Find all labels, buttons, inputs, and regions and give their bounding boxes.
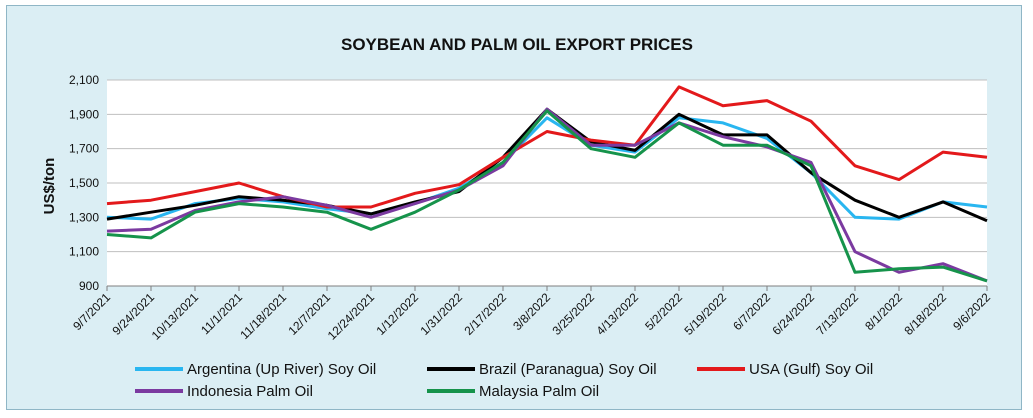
y-tick-label: 1,300 — [69, 210, 99, 224]
legend-label-usa-gulf-soy-oil: USA (Gulf) Soy Oil — [749, 361, 873, 378]
x-tick-label: 3/8/2022 — [510, 290, 553, 333]
y-tick-label: 2,100 — [69, 73, 99, 87]
legend-label-brazil-paranagua-soy-oil: Brazil (Paranagua) Soy Oil — [479, 361, 657, 378]
series-line-malaysia-palm-oil — [106, 109, 988, 283]
series-line-indonesia-palm-oil — [106, 107, 988, 283]
legend-label-indonesia-palm-oil: Indonesia Palm Oil — [187, 383, 313, 400]
series-lines — [106, 85, 988, 283]
gridlines — [106, 79, 988, 291]
x-tick-label: 2/17/2022 — [461, 290, 509, 338]
x-tick-label: 10/13/2021 — [149, 290, 202, 343]
x-tick-label: 1/12/2022 — [373, 290, 421, 338]
y-tick-label: 1,500 — [69, 176, 99, 190]
y-tick-label: 900 — [79, 279, 99, 293]
x-tick-label: 12/24/2021 — [325, 290, 378, 343]
series-line-usa-gulf-soy-oil — [106, 85, 988, 209]
x-tick-label: 11/18/2021 — [237, 290, 289, 342]
y-tick-label: 1,100 — [69, 245, 99, 259]
x-tick-label: 4/13/2022 — [593, 290, 641, 338]
x-tick-label: 8/18/2022 — [901, 290, 949, 338]
y-tick-label: 1,900 — [69, 107, 99, 121]
y-axis-label: US$/ton — [41, 158, 58, 215]
y-tick-label: 1,700 — [69, 142, 99, 156]
x-tick-label: 3/25/2022 — [549, 290, 597, 338]
x-tick-label: 7/13/2022 — [813, 290, 861, 338]
x-tick-label: 5/19/2022 — [681, 290, 729, 338]
chart-title: SOYBEAN AND PALM OIL EXPORT PRICES — [341, 35, 693, 54]
x-tick-labels: 9/7/20219/24/202110/13/202111/1/202111/1… — [70, 290, 993, 343]
x-tick-label: 1/31/2022 — [417, 290, 465, 338]
x-tick-label: 9/6/2022 — [950, 290, 993, 333]
y-tick-labels: 900 1,100 1,300 1,500 1,700 1,900 2,100 — [69, 73, 99, 293]
legend-label-malaysia-palm-oil: Malaysia Palm Oil — [479, 383, 599, 400]
x-tick-label: 5/2/2022 — [642, 290, 685, 333]
x-tick-label: 6/24/2022 — [769, 290, 817, 338]
chart-frame: SOYBEAN AND PALM OIL EXPORT PRICES US$/t… — [6, 5, 1022, 410]
x-tick-label: 6/7/2022 — [730, 290, 773, 333]
legend: Argentina (Up River) Soy Oil Brazil (Para… — [135, 361, 873, 400]
x-tick-label: 9/7/2021 — [70, 290, 113, 333]
line-chart: SOYBEAN AND PALM OIL EXPORT PRICES US$/t… — [41, 35, 993, 400]
x-tick-label: 8/1/2022 — [862, 290, 905, 333]
legend-label-argentina-up-river-soy-oil: Argentina (Up River) Soy Oil — [187, 361, 376, 378]
